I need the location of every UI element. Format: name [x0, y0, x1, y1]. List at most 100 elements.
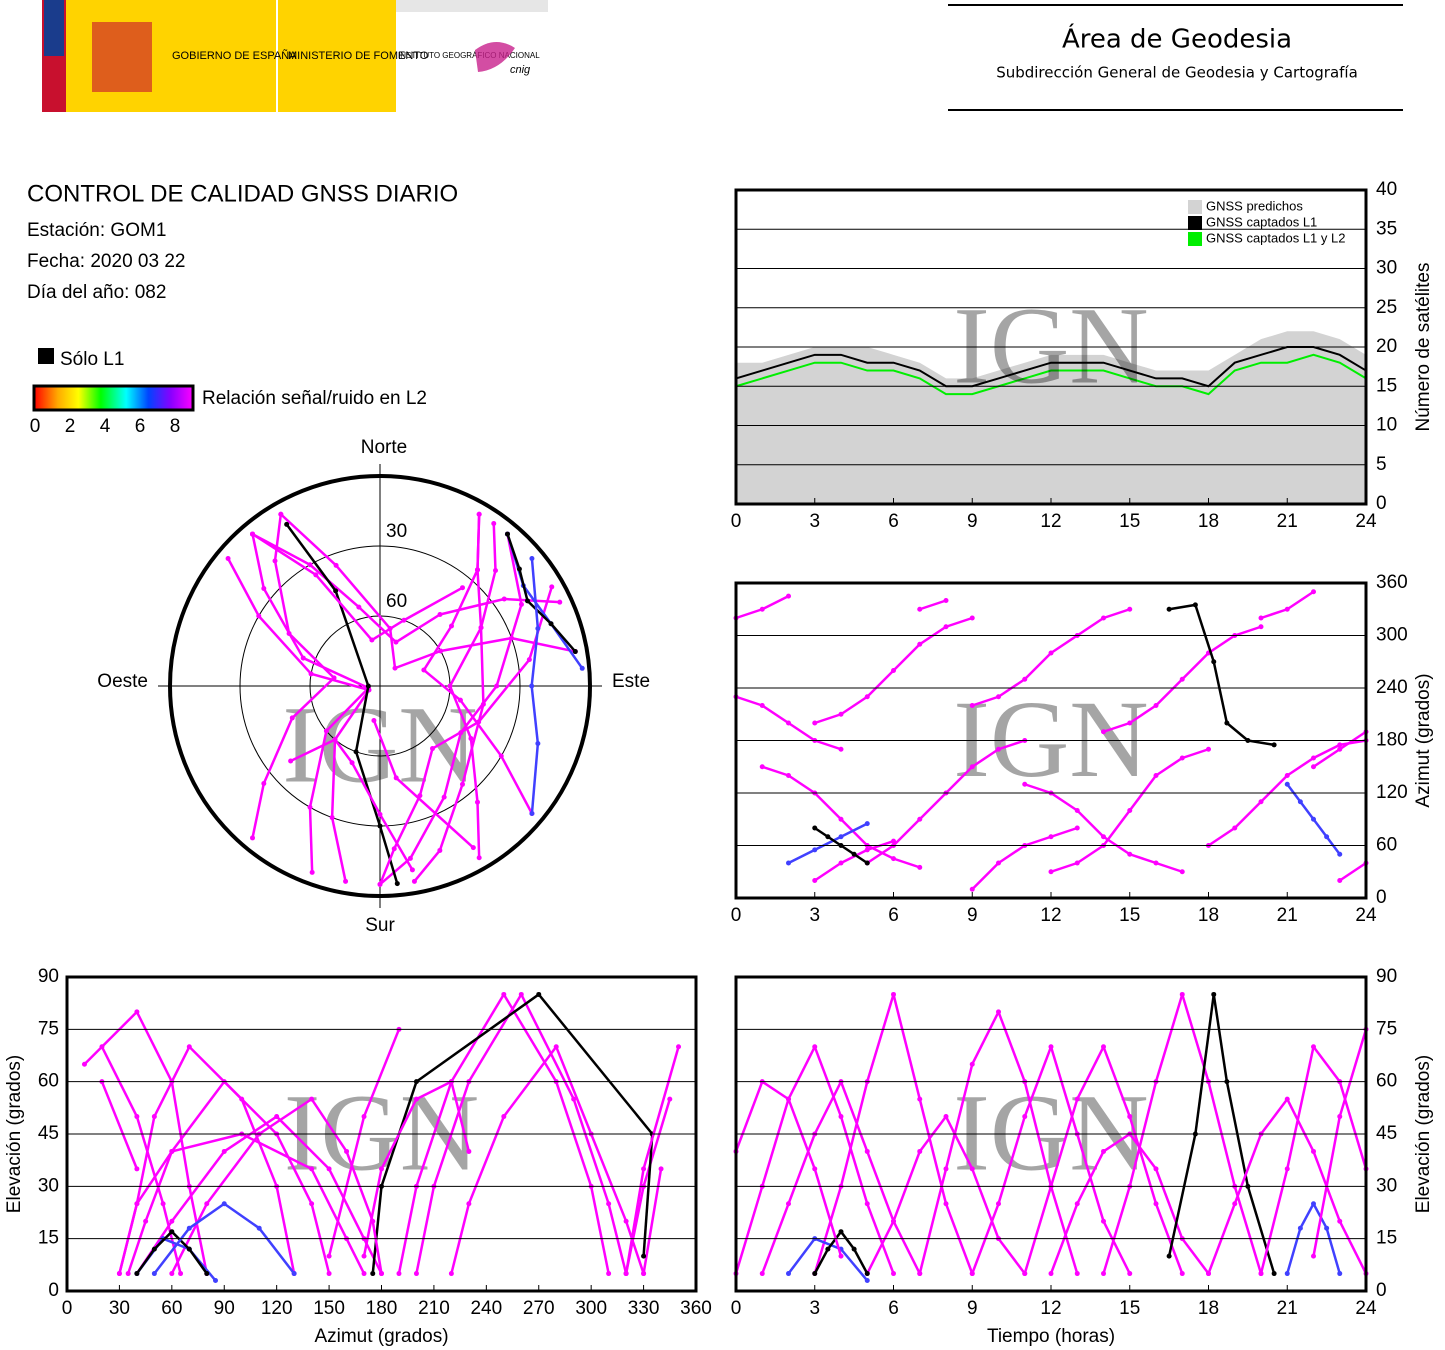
- logo-text: GOBIERNO DE ESPAÑA: [172, 49, 297, 62]
- track-segment: [642, 1133, 654, 1257]
- track-segment: [918, 792, 947, 821]
- direction-label: Norte: [361, 437, 407, 458]
- y-axis-label: Elevación (grados): [4, 1055, 25, 1213]
- x-tick-label: 18: [1198, 511, 1219, 532]
- track-point: [658, 1166, 664, 1172]
- y-tick-label: 300: [1376, 625, 1408, 646]
- track-segment: [1338, 1028, 1368, 1117]
- track-segment: [840, 822, 868, 838]
- track-segment: [853, 1248, 869, 1275]
- track-segment: [866, 669, 895, 698]
- track-point: [491, 521, 497, 527]
- track-segment: [415, 1080, 452, 1101]
- track-segment: [1076, 844, 1105, 865]
- legend-label: Relación señal/ruido en L2: [202, 388, 427, 409]
- colorbar-tick-label: 0: [30, 416, 41, 437]
- track-segment: [308, 807, 314, 873]
- track-segment: [998, 739, 1026, 751]
- track-segment: [787, 1237, 816, 1275]
- track-segment: [590, 1133, 628, 1222]
- line: [735, 353, 1367, 396]
- logo-text: cnig: [510, 64, 531, 76]
- track-segment: [459, 685, 498, 734]
- x-tick-label: 3: [809, 1298, 820, 1319]
- track-segment: [251, 783, 266, 839]
- track-segment: [1129, 853, 1157, 865]
- track-segment: [418, 748, 434, 796]
- x-tick-label: 6: [888, 905, 899, 926]
- x-tick-label: 9: [967, 1298, 978, 1319]
- track-segment: [395, 776, 475, 849]
- track-point: [1337, 851, 1343, 857]
- track-segment: [971, 862, 1000, 891]
- track-segment: [1102, 1185, 1131, 1274]
- track-segment: [171, 1132, 243, 1153]
- direction-label: Este: [612, 671, 650, 692]
- x-tick-label: 15: [1119, 511, 1140, 532]
- y-tick-label: 90: [38, 966, 59, 987]
- track-segment: [1233, 1185, 1263, 1274]
- track-point: [409, 867, 415, 873]
- y-tick-label: 35: [1376, 218, 1397, 239]
- track-segment: [506, 533, 521, 570]
- track-point: [676, 1044, 682, 1050]
- y-axis-label: Azimut (grados): [1413, 673, 1434, 807]
- track-segment: [787, 721, 816, 742]
- track-segment: [450, 569, 479, 627]
- track-segment: [787, 848, 816, 865]
- x-tick-label: 240: [470, 1298, 502, 1319]
- track-segment: [997, 1011, 1026, 1083]
- track-segment: [1233, 800, 1262, 829]
- y-tick-label: 75: [1376, 1018, 1397, 1039]
- track-point: [377, 881, 383, 887]
- track-segment: [555, 1046, 593, 1135]
- track-segment: [153, 1230, 173, 1251]
- track-segment: [378, 848, 396, 885]
- track-segment: [1076, 809, 1105, 838]
- track-segment: [153, 1227, 191, 1275]
- track-point: [864, 1271, 870, 1277]
- track-segment: [1312, 748, 1341, 768]
- track-point: [557, 599, 563, 605]
- track-segment: [1299, 801, 1315, 820]
- track-point: [1074, 825, 1080, 831]
- track-segment: [1023, 1185, 1053, 1274]
- report-title: CONTROL DE CALIDAD GNSS DIARIO: [27, 180, 458, 207]
- track-segment: [83, 1011, 138, 1066]
- x-tick-label: 3: [809, 511, 820, 532]
- track-segment: [275, 1186, 296, 1274]
- track-segment: [467, 1116, 505, 1205]
- track-segment: [1050, 634, 1078, 655]
- track-segment: [290, 738, 336, 763]
- track-point: [786, 593, 791, 599]
- track-point: [225, 556, 231, 562]
- track-segment: [840, 844, 855, 856]
- track-segment: [1299, 1203, 1315, 1229]
- y-tick-label: 5: [1376, 454, 1387, 475]
- track-segment: [302, 656, 370, 690]
- track-segment: [1338, 1220, 1368, 1275]
- x-tick-label: 60: [161, 1298, 182, 1319]
- track-segment: [1207, 826, 1236, 847]
- track-segment: [840, 1248, 869, 1282]
- track-segment: [188, 1045, 243, 1100]
- track-point: [1127, 606, 1133, 612]
- track-point: [125, 1271, 131, 1277]
- track-segment: [866, 1220, 895, 1275]
- track-segment: [1102, 809, 1131, 847]
- track-segment: [840, 818, 869, 847]
- track-segment: [226, 557, 260, 617]
- track-segment: [358, 606, 397, 644]
- x-tick-label: 24: [1355, 1298, 1377, 1319]
- track-segment: [971, 695, 999, 707]
- track-segment: [371, 1186, 383, 1274]
- track-segment: [1103, 608, 1131, 620]
- track-segment: [310, 1168, 348, 1240]
- x-tick-label: 0: [731, 511, 742, 532]
- track-point: [917, 864, 923, 870]
- track-point: [134, 1166, 140, 1172]
- track-segment: [1076, 616, 1105, 637]
- colorbar-tick-label: 4: [100, 416, 111, 437]
- track-segment: [1129, 704, 1157, 725]
- track-segment: [866, 844, 895, 860]
